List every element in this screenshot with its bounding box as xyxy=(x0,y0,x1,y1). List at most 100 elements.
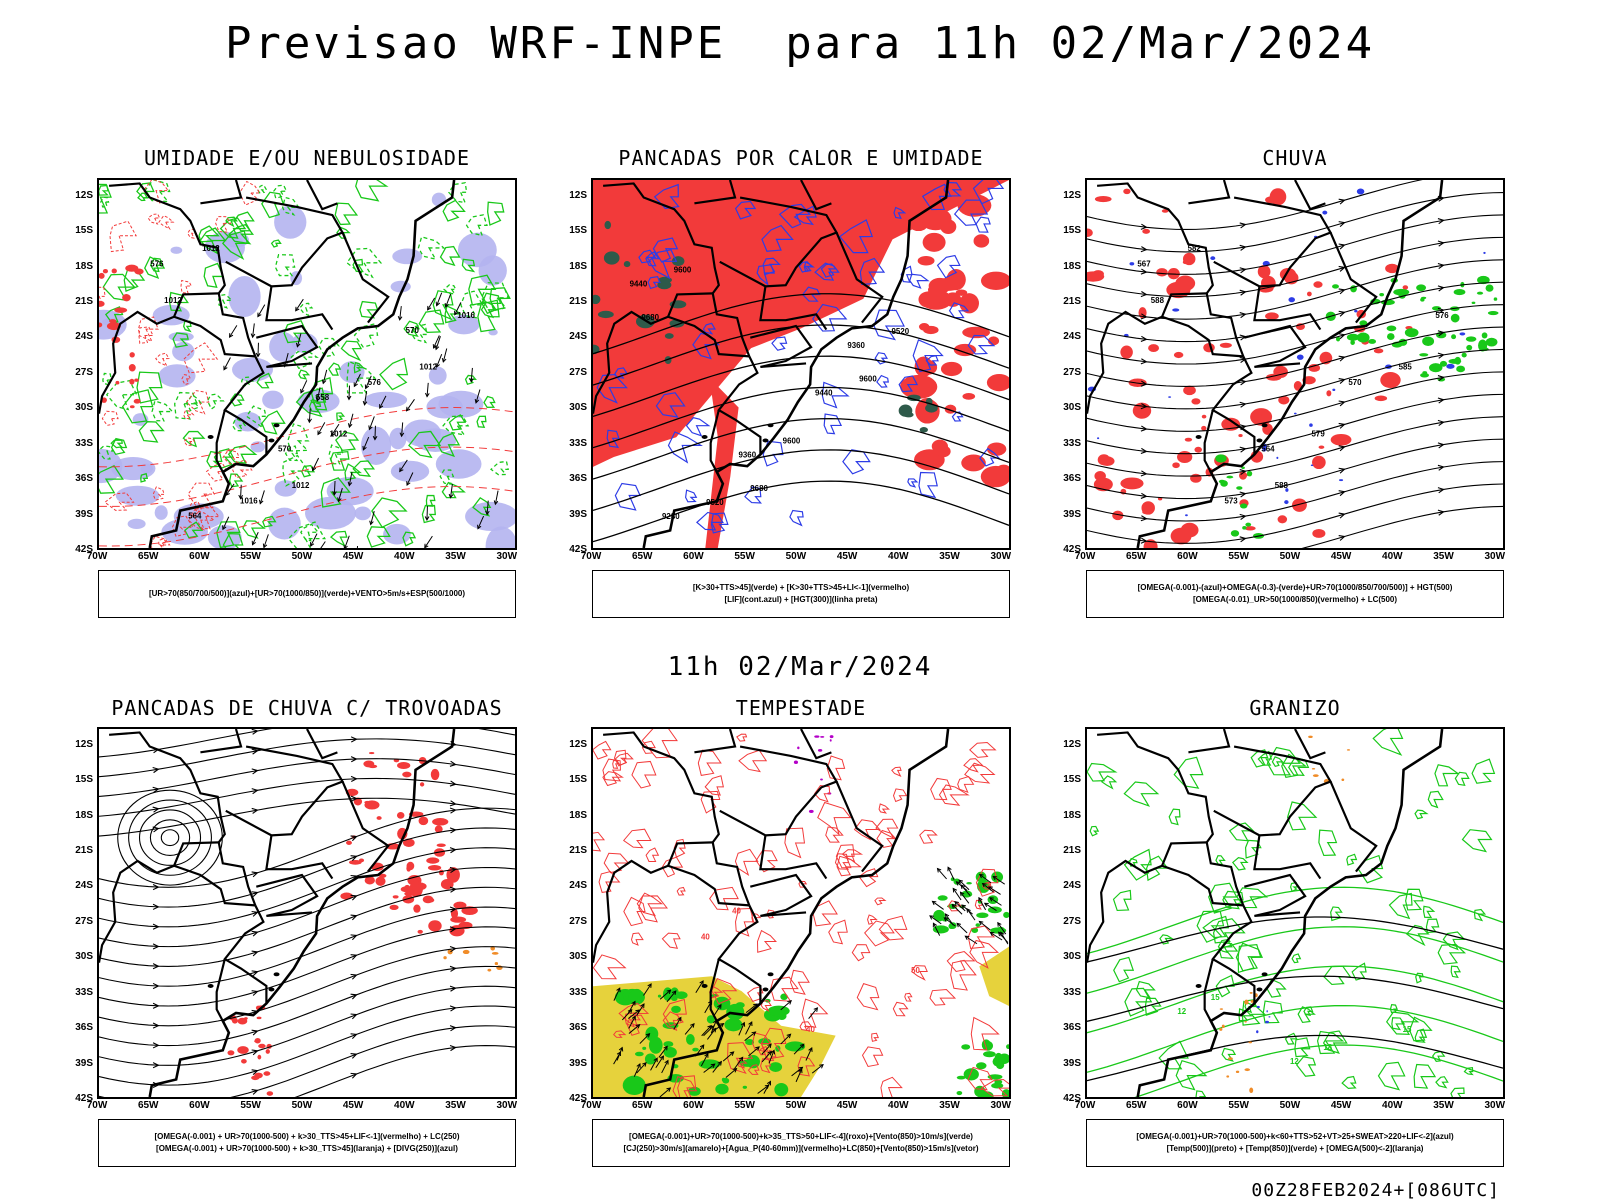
lake xyxy=(768,972,774,976)
lon-tick: 65W xyxy=(632,1100,653,1111)
shaded-area xyxy=(438,391,483,418)
shaded-area xyxy=(938,895,948,900)
contour xyxy=(356,180,387,201)
shaded-area xyxy=(257,1055,261,1060)
contour-label: 558 xyxy=(316,393,330,402)
lat-tick: 12S xyxy=(75,739,93,750)
wind-vector xyxy=(230,325,237,337)
lat-tick: 15S xyxy=(1063,225,1081,236)
shaded-area xyxy=(794,760,798,764)
lake xyxy=(1262,972,1268,976)
political-border xyxy=(307,180,337,209)
shaded-area xyxy=(1375,396,1387,402)
shaded-area xyxy=(1219,1028,1222,1031)
shaded-area xyxy=(1422,371,1427,374)
shaded-area xyxy=(375,877,385,886)
shaded-area xyxy=(1368,339,1376,344)
shaded-area xyxy=(1129,262,1134,265)
shaded-area xyxy=(227,1050,234,1055)
lon-tick: 45W xyxy=(837,1100,858,1111)
lat-tick: 36S xyxy=(569,1022,587,1033)
shaded-area xyxy=(377,816,382,820)
lat-tick: 30S xyxy=(1063,951,1081,962)
shaded-area xyxy=(99,273,105,279)
shaded-area xyxy=(393,895,399,898)
panel-legend: [OMEGA(-0.001)-(azul)+OMEGA(-0.3)-(verde… xyxy=(1086,570,1504,618)
contour xyxy=(1114,890,1131,910)
lat-tick: 18S xyxy=(75,810,93,821)
shaded-area xyxy=(1449,359,1462,364)
shaded-area xyxy=(1319,446,1325,449)
lat-tick: 24S xyxy=(1063,331,1081,342)
shaded-area xyxy=(406,865,411,872)
lat-tick: 27S xyxy=(1063,367,1081,378)
shaded-area xyxy=(232,1018,238,1024)
shaded-area xyxy=(99,301,105,307)
shaded-area xyxy=(941,362,962,376)
lon-tick: 70W xyxy=(581,551,602,562)
lake xyxy=(702,435,708,439)
lake xyxy=(269,439,275,443)
wind-vector xyxy=(937,869,946,879)
shaded-area xyxy=(171,247,183,254)
political-border xyxy=(593,861,668,963)
contour xyxy=(1331,907,1342,920)
contour-label: 567 xyxy=(1137,259,1151,268)
shaded-area xyxy=(419,816,429,825)
shaded-area xyxy=(814,735,819,737)
shaded-area xyxy=(1265,312,1279,320)
contour xyxy=(951,960,976,990)
lake xyxy=(763,988,769,992)
lat-tick: 27S xyxy=(1063,916,1081,927)
contour xyxy=(1390,1005,1397,1013)
lon-tick: 35W xyxy=(1433,551,1454,562)
shaded-area xyxy=(1313,774,1319,777)
shaded-area xyxy=(1483,252,1485,254)
shaded-area xyxy=(962,393,975,400)
lon-tick: 45W xyxy=(837,551,858,562)
contour xyxy=(892,767,901,776)
lon-tick: 60W xyxy=(1177,1100,1198,1111)
contour xyxy=(1451,966,1460,977)
shaded-area xyxy=(809,810,814,813)
shaded-area xyxy=(635,1052,644,1057)
shaded-area xyxy=(1374,348,1384,353)
shaded-area xyxy=(428,920,441,931)
shaded-area xyxy=(1120,346,1132,359)
shaded-area xyxy=(726,1004,744,1020)
contour-label: 1016 xyxy=(457,311,475,320)
political-border xyxy=(1188,180,1229,203)
shaded-area xyxy=(1454,289,1466,295)
contour xyxy=(829,920,848,944)
shaded-area xyxy=(155,505,168,520)
lat-tick: 15S xyxy=(569,225,587,236)
shaded-area xyxy=(1354,310,1357,313)
shaded-area xyxy=(1482,332,1488,338)
lat-tick: 24S xyxy=(75,880,93,891)
contour-label: 573 xyxy=(1224,496,1238,505)
legend-line: [LIF](cont.azul) + [HGT(300)](linha pret… xyxy=(724,594,877,606)
shaded-area xyxy=(112,269,117,274)
wind-vector xyxy=(425,536,433,548)
contour xyxy=(187,395,201,411)
shaded-area xyxy=(918,292,936,308)
shaded-area xyxy=(228,276,260,317)
lat-tick: 15S xyxy=(1063,774,1081,785)
shaded-area xyxy=(439,870,444,876)
contour xyxy=(152,401,172,421)
shaded-area xyxy=(956,290,967,296)
lon-tick: 60W xyxy=(1177,551,1198,562)
political-border xyxy=(720,747,837,836)
shaded-area xyxy=(479,255,507,285)
shaded-area xyxy=(1466,345,1472,351)
shaded-area xyxy=(939,302,947,307)
lon-tick: 40W xyxy=(394,551,415,562)
shaded-area xyxy=(642,1047,646,1050)
shaded-area xyxy=(254,1073,263,1079)
contour xyxy=(1216,856,1225,865)
